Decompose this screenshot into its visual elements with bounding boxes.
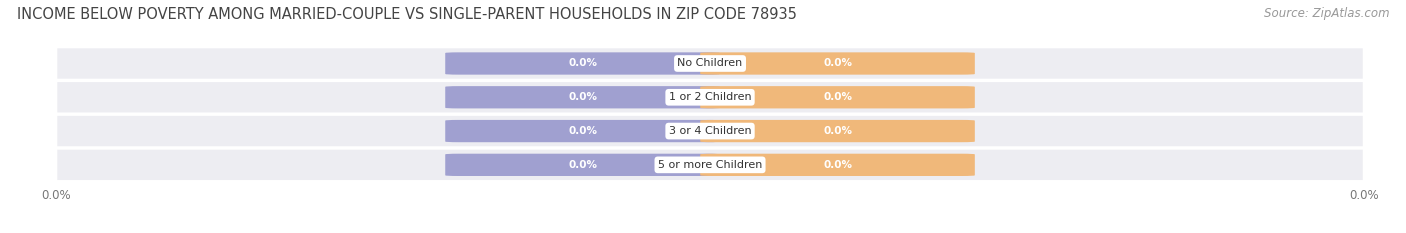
FancyBboxPatch shape — [56, 149, 1364, 181]
FancyBboxPatch shape — [56, 47, 1364, 80]
Text: 3 or 4 Children: 3 or 4 Children — [669, 126, 751, 136]
FancyBboxPatch shape — [446, 86, 720, 108]
FancyBboxPatch shape — [700, 52, 974, 75]
Text: 1 or 2 Children: 1 or 2 Children — [669, 92, 751, 102]
Text: 0.0%: 0.0% — [823, 92, 852, 102]
Text: 0.0%: 0.0% — [568, 126, 598, 136]
Text: 0.0%: 0.0% — [568, 92, 598, 102]
FancyBboxPatch shape — [56, 81, 1364, 113]
Text: 0.0%: 0.0% — [823, 58, 852, 69]
FancyBboxPatch shape — [700, 154, 974, 176]
Text: Source: ZipAtlas.com: Source: ZipAtlas.com — [1264, 7, 1389, 20]
Text: 0.0%: 0.0% — [568, 160, 598, 170]
Text: No Children: No Children — [678, 58, 742, 69]
FancyBboxPatch shape — [446, 120, 720, 142]
FancyBboxPatch shape — [446, 52, 720, 75]
Text: INCOME BELOW POVERTY AMONG MARRIED-COUPLE VS SINGLE-PARENT HOUSEHOLDS IN ZIP COD: INCOME BELOW POVERTY AMONG MARRIED-COUPL… — [17, 7, 797, 22]
Text: 0.0%: 0.0% — [823, 126, 852, 136]
Text: 5 or more Children: 5 or more Children — [658, 160, 762, 170]
Text: 0.0%: 0.0% — [823, 160, 852, 170]
FancyBboxPatch shape — [700, 120, 974, 142]
Legend: Married Couples, Single Parents: Married Couples, Single Parents — [595, 231, 825, 233]
Text: 0.0%: 0.0% — [568, 58, 598, 69]
FancyBboxPatch shape — [56, 115, 1364, 147]
FancyBboxPatch shape — [446, 154, 720, 176]
FancyBboxPatch shape — [700, 86, 974, 108]
